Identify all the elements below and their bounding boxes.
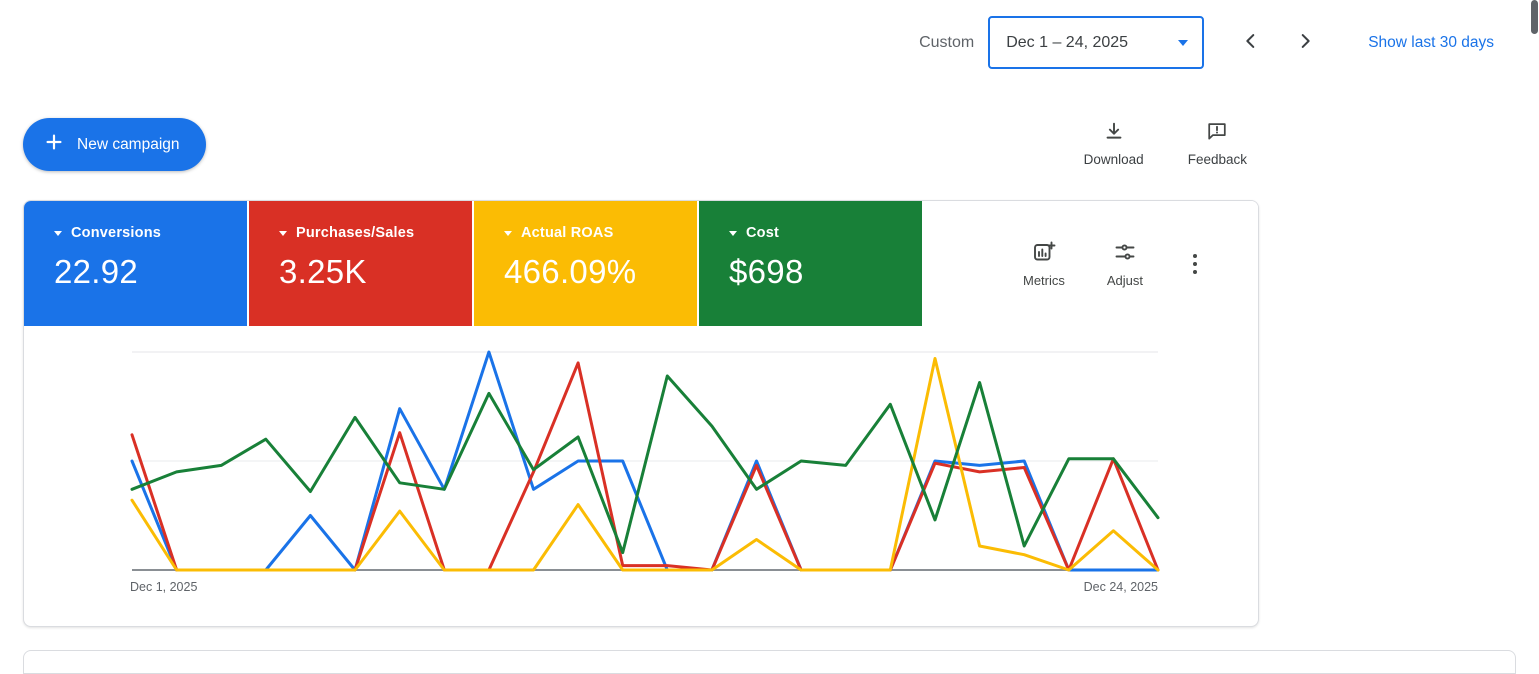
performance-chart: Dec 1, 2025 Dec 24, 2025: [24, 326, 1258, 626]
x-axis-start-label: Dec 1, 2025: [130, 580, 198, 594]
series-line-conversions: [130, 350, 1160, 572]
scorecard-label: Conversions: [71, 225, 162, 241]
adjust-button[interactable]: Adjust: [1107, 240, 1143, 288]
chevron-left-icon: [1240, 30, 1262, 55]
date-range-value: Dec 1 – 24, 2025: [1006, 33, 1129, 51]
card-actions: Download Feedback: [1084, 120, 1247, 167]
overview-card: Conversions 22.92 Purchases/Sales 3.25K …: [23, 200, 1259, 627]
date-range-bar: Custom Dec 1 – 24, 2025 Show last 30 day…: [919, 16, 1494, 69]
scorecard-value: 3.25K: [279, 253, 367, 290]
dropdown-caret-icon: [1178, 39, 1189, 46]
dropdown-caret-icon: [54, 230, 62, 236]
performance-chart-svg: [130, 350, 1160, 572]
date-range-selector[interactable]: Dec 1 – 24, 2025: [988, 16, 1205, 69]
metrics-button[interactable]: Metrics: [1023, 240, 1065, 288]
chevron-right-icon: [1294, 30, 1316, 55]
scorecard-label: Actual ROAS: [521, 225, 614, 241]
scorecard-value: 466.09%: [504, 253, 637, 290]
x-axis-end-label: Dec 24, 2025: [1083, 580, 1158, 594]
feedback-label: Feedback: [1187, 152, 1247, 167]
chart-tools: Metrics Adjust: [924, 201, 1258, 326]
scorecard-value: $698: [729, 253, 804, 290]
scorecard-purchases-sales[interactable]: Purchases/Sales 3.25K: [249, 201, 472, 326]
scorecard-conversions[interactable]: Conversions 22.92: [24, 201, 247, 326]
dropdown-caret-icon: [279, 230, 287, 236]
previous-date-range-button[interactable]: [1230, 22, 1272, 64]
download-label: Download: [1083, 152, 1144, 167]
plus-icon: [43, 131, 65, 158]
series-line-cost: [130, 374, 1160, 555]
scorecard-value: 22.92: [54, 253, 139, 290]
more-vert-icon: [1193, 253, 1198, 258]
download-button[interactable]: Download: [1084, 120, 1144, 167]
metrics-label: Metrics: [1022, 272, 1065, 288]
scorecard-strip: Conversions 22.92 Purchases/Sales 3.25K …: [24, 201, 1258, 326]
adjust-label: Adjust: [1106, 272, 1144, 288]
scorecard-cost[interactable]: Cost $698: [699, 201, 922, 326]
new-campaign-label: New campaign: [77, 135, 180, 153]
more-options-button[interactable]: [1185, 246, 1205, 282]
scorecard-label: Purchases/Sales: [296, 225, 415, 241]
scrollbar-thumb[interactable]: [1531, 0, 1538, 34]
metrics-icon: [1032, 240, 1056, 267]
show-last-30-days-link[interactable]: Show last 30 days: [1368, 33, 1494, 51]
feedback-icon: [1206, 120, 1228, 145]
adjust-sliders-icon: [1113, 240, 1137, 267]
next-section-card: [23, 650, 1516, 674]
next-date-range-button[interactable]: [1284, 22, 1326, 64]
scorecard-actual-roas[interactable]: Actual ROAS 466.09%: [474, 201, 697, 326]
download-icon: [1103, 120, 1125, 145]
custom-range-label: Custom: [919, 33, 975, 51]
series-line-actual-roas: [130, 357, 1160, 572]
feedback-button[interactable]: Feedback: [1188, 120, 1247, 167]
dropdown-caret-icon: [504, 230, 512, 236]
scorecard-label: Cost: [746, 225, 780, 241]
new-campaign-button[interactable]: New campaign: [23, 118, 206, 171]
dropdown-caret-icon: [729, 230, 737, 236]
scrollbar[interactable]: [1530, 0, 1539, 657]
